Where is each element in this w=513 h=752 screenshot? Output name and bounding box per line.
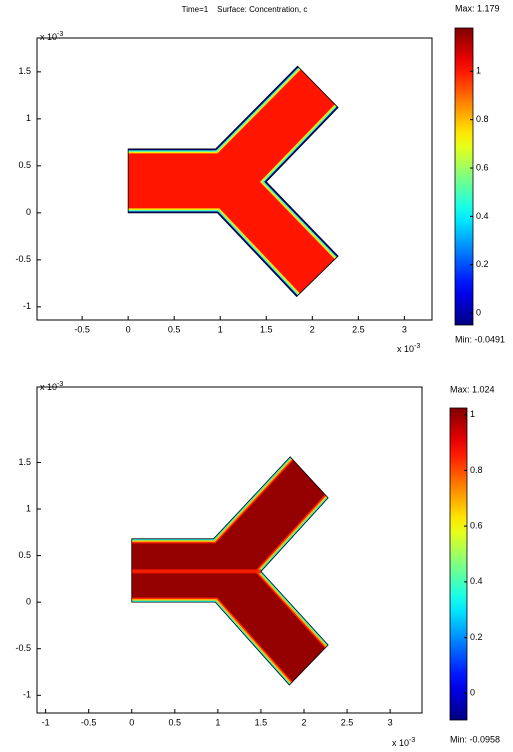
- colorbar-tick-label: 0.8: [476, 114, 489, 124]
- x-tick-label: 2: [310, 324, 315, 334]
- colorbar: [454, 27, 474, 326]
- y-tick-label: 0.5: [18, 550, 31, 560]
- colorbar-tick-label: 1: [476, 66, 481, 76]
- colorbar-tick-label: 0.6: [476, 162, 489, 172]
- y-tick-label: 1: [26, 113, 31, 123]
- x-tick-label: -1: [42, 717, 50, 727]
- x-tick-label: 1.5: [255, 717, 268, 727]
- multiplier-base: x 10: [397, 344, 414, 354]
- colorbar-tick-label: 0.6: [470, 521, 483, 531]
- x-tick-label: 2.5: [352, 324, 365, 334]
- x-tick-label: 3: [388, 717, 393, 727]
- colorbar-max-label: Max: 1.179: [455, 3, 500, 13]
- colorbar-tick-label: 0.4: [470, 576, 483, 586]
- colorbar-tick-label: 0.2: [476, 259, 489, 269]
- surface-interior: [128, 66, 339, 297]
- x-tick-label: 0: [129, 717, 134, 727]
- colorbar-min-label: Min: -0.0958: [450, 734, 500, 744]
- x-tick-label: -0.5: [74, 324, 90, 334]
- colorbar-tick-label: 0.4: [476, 211, 489, 221]
- y-tick-label: 1.5: [18, 66, 31, 76]
- x-tick-label: 2.5: [341, 717, 354, 727]
- multiplier-exponent: -3: [409, 737, 415, 744]
- colorbar-tick-label: 0.2: [470, 632, 483, 642]
- multiplier-base: x 10: [40, 382, 57, 392]
- axis-multiplier: x 10-3: [40, 381, 63, 393]
- geometry-outline: [127, 65, 339, 298]
- multiplier-base: x 10: [392, 738, 409, 748]
- x-tick-label: 0.5: [168, 324, 181, 334]
- multiplier-base: x 10: [40, 32, 57, 42]
- axis-multiplier: x 10-3: [397, 343, 420, 355]
- y-tick-label: 0: [26, 207, 31, 217]
- y-tick-label: -0.5: [15, 254, 31, 264]
- x-tick-label: 1.5: [260, 324, 273, 334]
- colorbar-tick-label: 0.8: [470, 465, 483, 475]
- y-tick-label: -1: [23, 301, 31, 311]
- y-tick-label: 0.5: [18, 160, 31, 170]
- axis-multiplier: x 10-3: [40, 31, 63, 43]
- x-tick-label: 3: [402, 324, 407, 334]
- y-tick-label: 1.5: [18, 457, 31, 467]
- colorbar-max-label: Max: 1.024: [450, 384, 495, 394]
- colorbar-tick-label: 0: [476, 308, 481, 318]
- colorbar: [449, 407, 468, 721]
- x-tick-label: 1: [215, 717, 220, 727]
- multiplier-exponent: -3: [57, 31, 63, 38]
- geometry-outline: [131, 456, 329, 686]
- x-tick-label: 0.5: [169, 717, 182, 727]
- multiplier-exponent: -3: [57, 381, 63, 388]
- x-tick-label: 2: [301, 717, 306, 727]
- colorbar-tick-label: 1: [470, 409, 475, 419]
- x-tick-label: 1: [218, 324, 223, 334]
- x-tick-label: -0.5: [81, 717, 97, 727]
- y-tick-label: 1: [26, 503, 31, 513]
- y-tick-label: -0.5: [15, 643, 31, 653]
- y-tick-label: 0: [26, 597, 31, 607]
- colorbar-tick-label: 0: [470, 688, 475, 698]
- x-tick-label: 0: [126, 324, 131, 334]
- y-tick-label: -1: [23, 690, 31, 700]
- colorbar-min-label: Min: -0.0491: [455, 334, 505, 344]
- multiplier-exponent: -3: [414, 343, 420, 350]
- axis-multiplier: x 10-3: [392, 737, 415, 749]
- plot-title: Time=1 Surface: Concentration, c: [182, 5, 308, 14]
